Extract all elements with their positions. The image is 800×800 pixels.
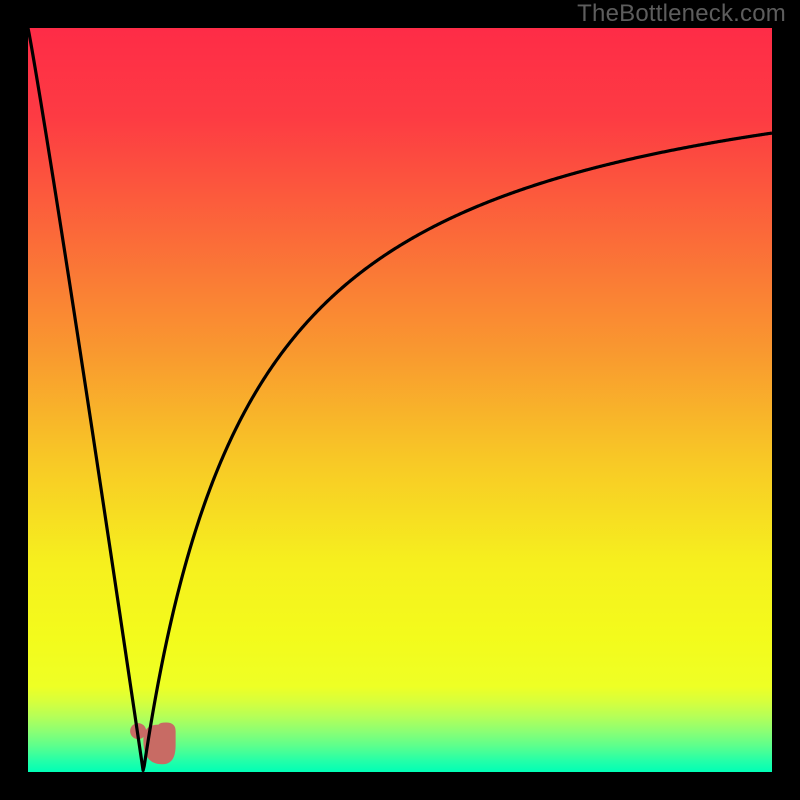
chart-frame: TheBottleneck.com [0, 0, 800, 800]
plot-background [28, 28, 772, 772]
watermark-text: TheBottleneck.com [577, 0, 786, 28]
bottleneck-chart [0, 0, 800, 800]
